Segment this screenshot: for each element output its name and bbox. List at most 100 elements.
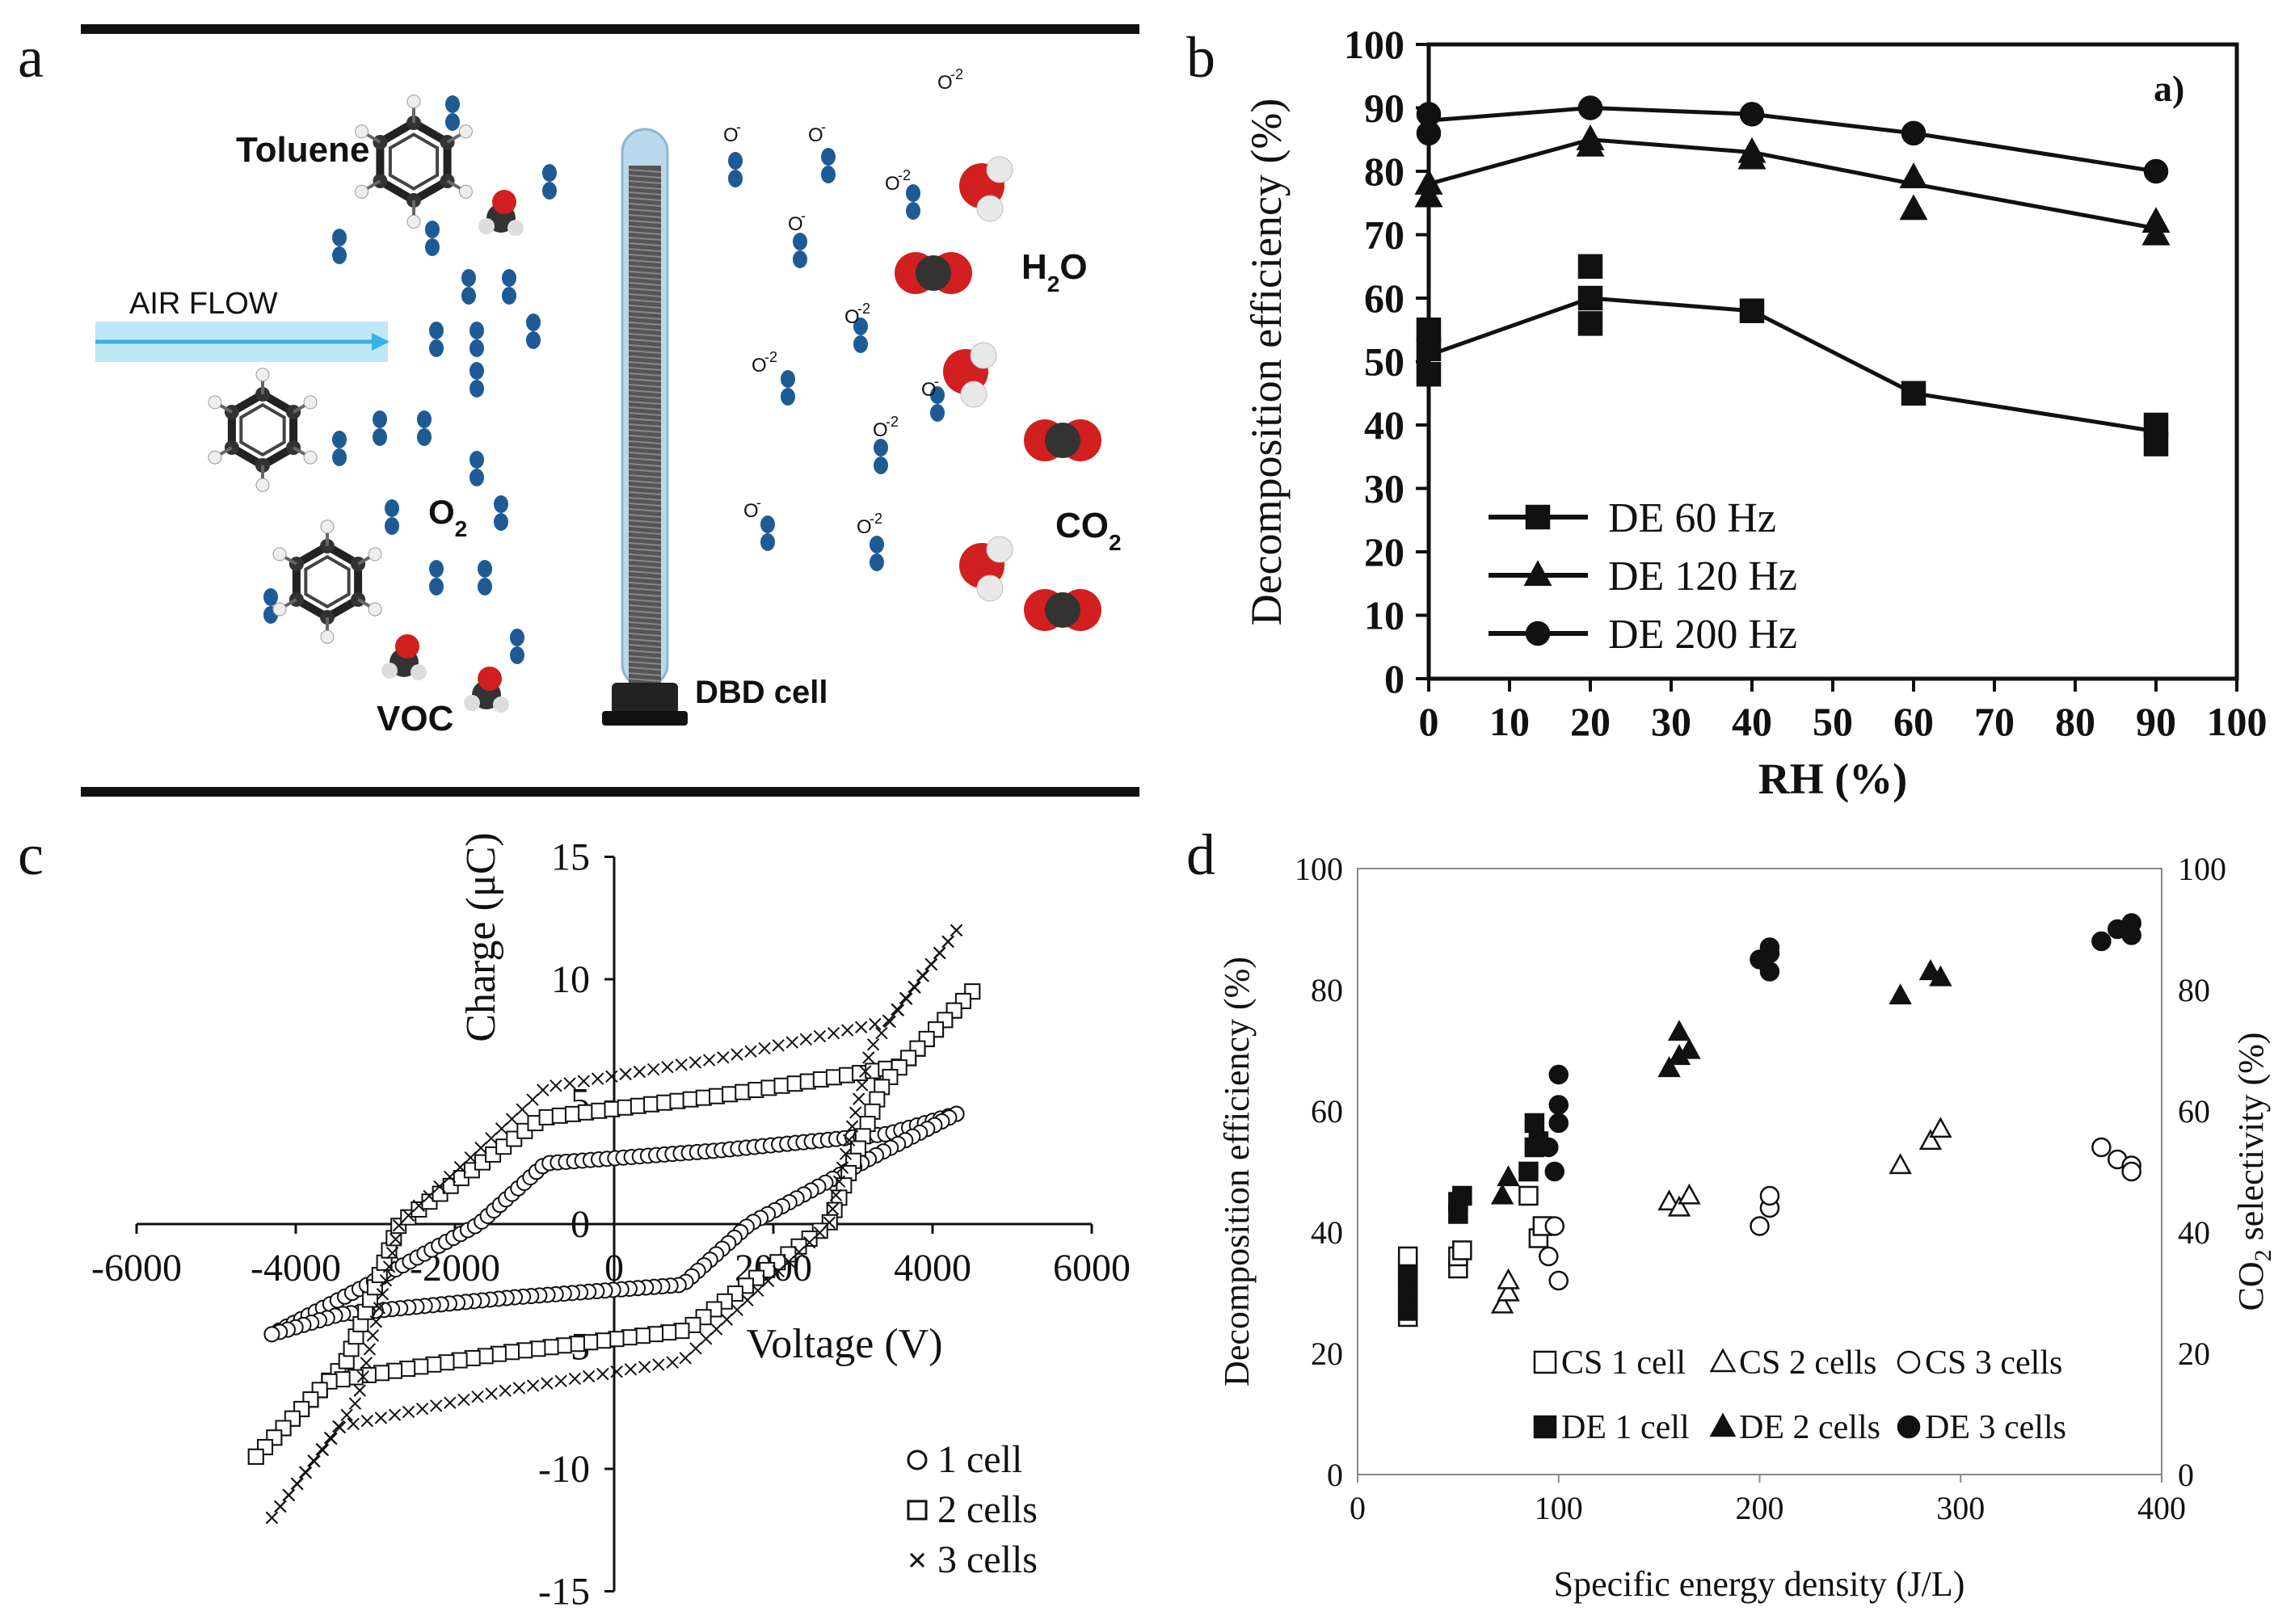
o2-molecule	[373, 410, 387, 446]
legend-marker-b	[1525, 621, 1551, 646]
o2-atom	[445, 113, 460, 131]
co2-molecule	[1024, 589, 1101, 631]
h2o-molecule	[943, 342, 997, 408]
data-point-DE-2-cells	[1889, 983, 1912, 1005]
o2-atom	[542, 182, 557, 200]
o2-label-o: O	[428, 493, 455, 531]
legend-b: DE 60 Hz DE 120 Hz DE 200 Hz	[1489, 495, 1797, 658]
y-tick-label-b: 50	[1364, 339, 1404, 385]
o2-atom	[425, 221, 440, 238]
data-point-3-cells	[591, 1072, 604, 1085]
oxygen-atom	[395, 634, 419, 658]
data-point-square	[1416, 318, 1442, 343]
panel-label-b: b	[1186, 25, 1215, 90]
ticks-b: 0 10 20 30 40 50 60 70 80 90 100 0 10 20 30 40 50 60 70 80 9…	[1344, 22, 2268, 744]
data-point-DE-2-cells	[1490, 1183, 1514, 1205]
hydrogen-atom	[255, 368, 270, 382]
data-point-3-cells	[433, 1180, 446, 1193]
data-point-3-cells	[900, 992, 913, 1005]
data-point-3-cells	[689, 1342, 702, 1355]
coil-turn	[628, 491, 662, 495]
data-point-DE-1-cell	[1397, 1301, 1418, 1321]
data-point-3-cells	[619, 1067, 632, 1081]
coil-turn	[628, 672, 662, 676]
o2-molecule	[429, 322, 444, 357]
coil-turn	[628, 440, 662, 444]
data-point-3-cells	[772, 1264, 785, 1278]
hydrogen-atom	[320, 629, 335, 644]
data-point-DE-3-cells	[1548, 1113, 1569, 1134]
data-point-3-cells	[679, 1352, 692, 1365]
o2-molecule	[821, 148, 836, 183]
o2-atom	[793, 233, 807, 250]
hydrogen-atom	[303, 450, 318, 465]
data-point-DE-3-cells	[1548, 1095, 1569, 1115]
coil-turn	[628, 536, 662, 541]
data-point-3-cells	[646, 1062, 660, 1076]
data-point-3-cells	[541, 1377, 554, 1390]
data-point-circle	[1577, 95, 1603, 120]
y-axis-label-c: Charge (μC)	[458, 832, 504, 1041]
data-point-3-cells	[392, 1219, 406, 1232]
data-point-3-cells	[340, 1408, 353, 1422]
coil-turn	[628, 208, 662, 212]
data-point-3-cells	[836, 1161, 849, 1174]
carbon-atom	[1045, 423, 1080, 458]
o2-atom	[470, 339, 484, 357]
data-point-square	[1416, 361, 1442, 387]
coil-turn	[628, 627, 662, 631]
x-tick-label-b: 90	[2136, 699, 2176, 744]
coil-turn	[628, 305, 662, 309]
o2-molecule	[470, 451, 484, 486]
data-point-DE-3-cells	[2091, 931, 2112, 952]
data-point-DE-1-cell	[1524, 1113, 1545, 1134]
coil-turn	[628, 667, 662, 671]
data-point-3-cells	[366, 1329, 380, 1342]
o2-atom	[445, 95, 460, 113]
benzene-inner	[304, 554, 351, 609]
voc-label: VOC	[377, 699, 453, 738]
o2-atom	[494, 513, 508, 531]
coil-turn	[628, 497, 662, 501]
data-point-3-cells	[402, 1209, 415, 1222]
coil-turn	[628, 322, 662, 326]
y-tick-label-b: 70	[1364, 212, 1404, 258]
data-point-3-cells	[537, 1083, 550, 1096]
data-point-3-cells	[474, 1142, 487, 1155]
coil-turn	[628, 271, 662, 275]
data-point-3-cells	[933, 946, 946, 960]
data-point-3-cells	[369, 1315, 383, 1328]
o2-molecule	[470, 322, 484, 357]
data-point-CS-2-cells	[1889, 1153, 1912, 1175]
coil-turn	[628, 237, 662, 241]
coil-turn	[628, 225, 662, 229]
air-flow-arrowhead	[372, 333, 390, 351]
hydrogen-atom	[960, 381, 987, 408]
data-point-3-cells	[505, 1113, 519, 1125]
o2-atom	[853, 335, 868, 353]
coil-turn	[628, 191, 662, 196]
coil-turn	[628, 372, 662, 377]
o2-molecule	[445, 95, 460, 131]
coil-turn	[628, 593, 662, 597]
data-point-3-cells	[360, 1414, 374, 1428]
data-point-3-cells	[700, 1332, 713, 1345]
x-tick-label-b: 60	[1893, 699, 1934, 744]
data-point-CS-2-cells	[1497, 1268, 1520, 1290]
o2-molecule	[510, 629, 524, 664]
data-point-DE-3-cells	[1759, 961, 1780, 982]
data-point-square	[1577, 311, 1603, 336]
hydrogen-atom	[355, 184, 369, 199]
data-point-3-cells	[464, 1151, 477, 1164]
coil-turn	[628, 401, 662, 405]
data-point-3-cells	[308, 1454, 321, 1468]
data-point-3-cells	[875, 1026, 888, 1040]
o2-molecule	[429, 560, 444, 595]
data-point-3-cells	[744, 1045, 757, 1058]
o2-atom	[332, 229, 347, 246]
data-point-circle	[2143, 158, 2169, 184]
data-point-3-cells	[282, 1488, 296, 1502]
data-point-3-cells	[526, 1379, 540, 1392]
o2-atom	[470, 322, 484, 339]
panel-d: d Decomposition efficiency (%) CO2 selec…	[1186, 823, 2276, 1604]
